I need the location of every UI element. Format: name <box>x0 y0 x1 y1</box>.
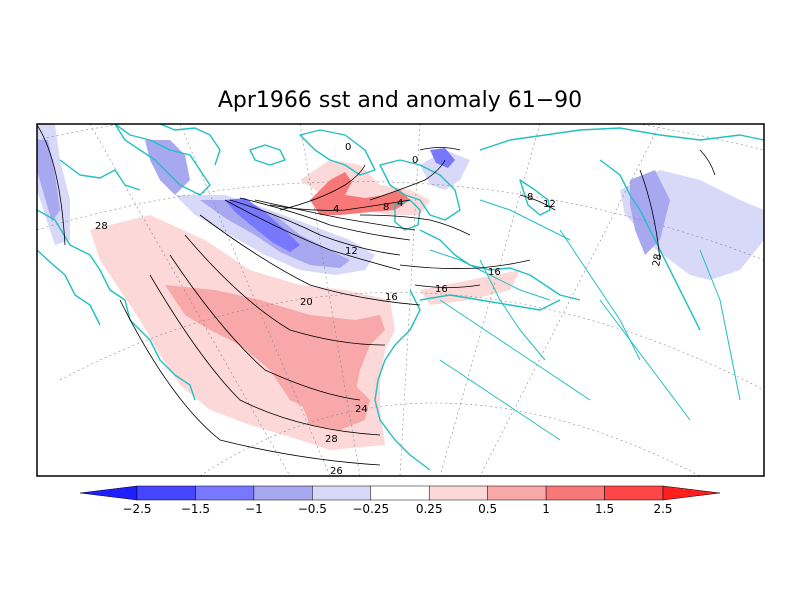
contour-label: 16 <box>488 267 501 278</box>
contour-label: 12 <box>345 246 358 257</box>
colorbar-tick-label: 0.5 <box>478 502 497 516</box>
colorbar-arrow-right <box>662 485 721 501</box>
colorbar-tick-label: 0.25 <box>416 502 443 516</box>
contour-label: 12 <box>543 199 556 210</box>
contour-label: 28 <box>651 253 664 267</box>
positive-anomaly-mid-south <box>300 385 370 430</box>
contour-label: 4 <box>333 204 339 215</box>
colorbar-tick-label: −1 <box>245 502 263 516</box>
colorbar: −2.5 −1.5 −1 −0.5 −0.25 0.25 0.5 1 1.5 2.5 <box>79 485 721 516</box>
map-title: Apr1966 sst and anomaly 61−90 <box>217 88 583 113</box>
contour-label: 8 <box>383 202 389 213</box>
negative-anomaly-mid-northwest <box>145 140 190 195</box>
colorbar-box <box>370 485 430 501</box>
contour-label: 16 <box>435 284 448 295</box>
colorbar-tick-label: −1.5 <box>181 502 210 516</box>
positive-anomaly-mid <box>165 285 385 410</box>
negative-anomaly-light-north-europe <box>420 150 470 190</box>
colorbar-box <box>545 485 605 501</box>
colorbar-tick-label: 1 <box>542 502 550 516</box>
colorbar-tick-label: 2.5 <box>653 502 672 516</box>
colorbar-box <box>195 485 255 501</box>
contour-label: 28 <box>95 221 108 232</box>
colorbar-tick-label: −0.5 <box>298 502 327 516</box>
negative-anomaly-mid-west <box>37 140 60 222</box>
anomaly-shading <box>37 124 764 450</box>
sst-contours <box>37 124 716 466</box>
coastlines <box>37 124 764 471</box>
contour-label: 16 <box>385 292 398 303</box>
contour-label: 20 <box>300 297 313 308</box>
colorbar-tick-label: −2.5 <box>122 502 151 516</box>
negative-anomaly-mid-east <box>630 170 670 255</box>
colorbar-box <box>253 485 313 501</box>
contour-label: 8 <box>527 192 533 203</box>
colorbar-box <box>428 485 488 501</box>
colorbar-box <box>136 485 196 501</box>
negative-anomaly-strong-arctic <box>430 148 455 168</box>
colorbar-arrow-left <box>79 485 138 501</box>
contour-label: 24 <box>355 404 368 415</box>
colorbar-box <box>487 485 547 501</box>
contour-label: 26 <box>330 466 343 477</box>
colorbar-tick-label: 1.5 <box>595 502 614 516</box>
contour-label: 28 <box>325 434 338 445</box>
contour-label: 0 <box>412 155 418 166</box>
contour-label: 0 <box>345 142 351 153</box>
contour-label: 4 <box>397 198 403 209</box>
colorbar-box <box>312 485 372 501</box>
colorbar-tick-label: −0.25 <box>352 502 389 516</box>
map-frame <box>36 123 765 477</box>
negative-anomaly-strong <box>225 198 300 252</box>
contour-labels: 28 0 4 8 4 12 16 20 16 16 24 28 26 28 0 … <box>95 142 664 477</box>
colorbar-box <box>604 485 664 501</box>
